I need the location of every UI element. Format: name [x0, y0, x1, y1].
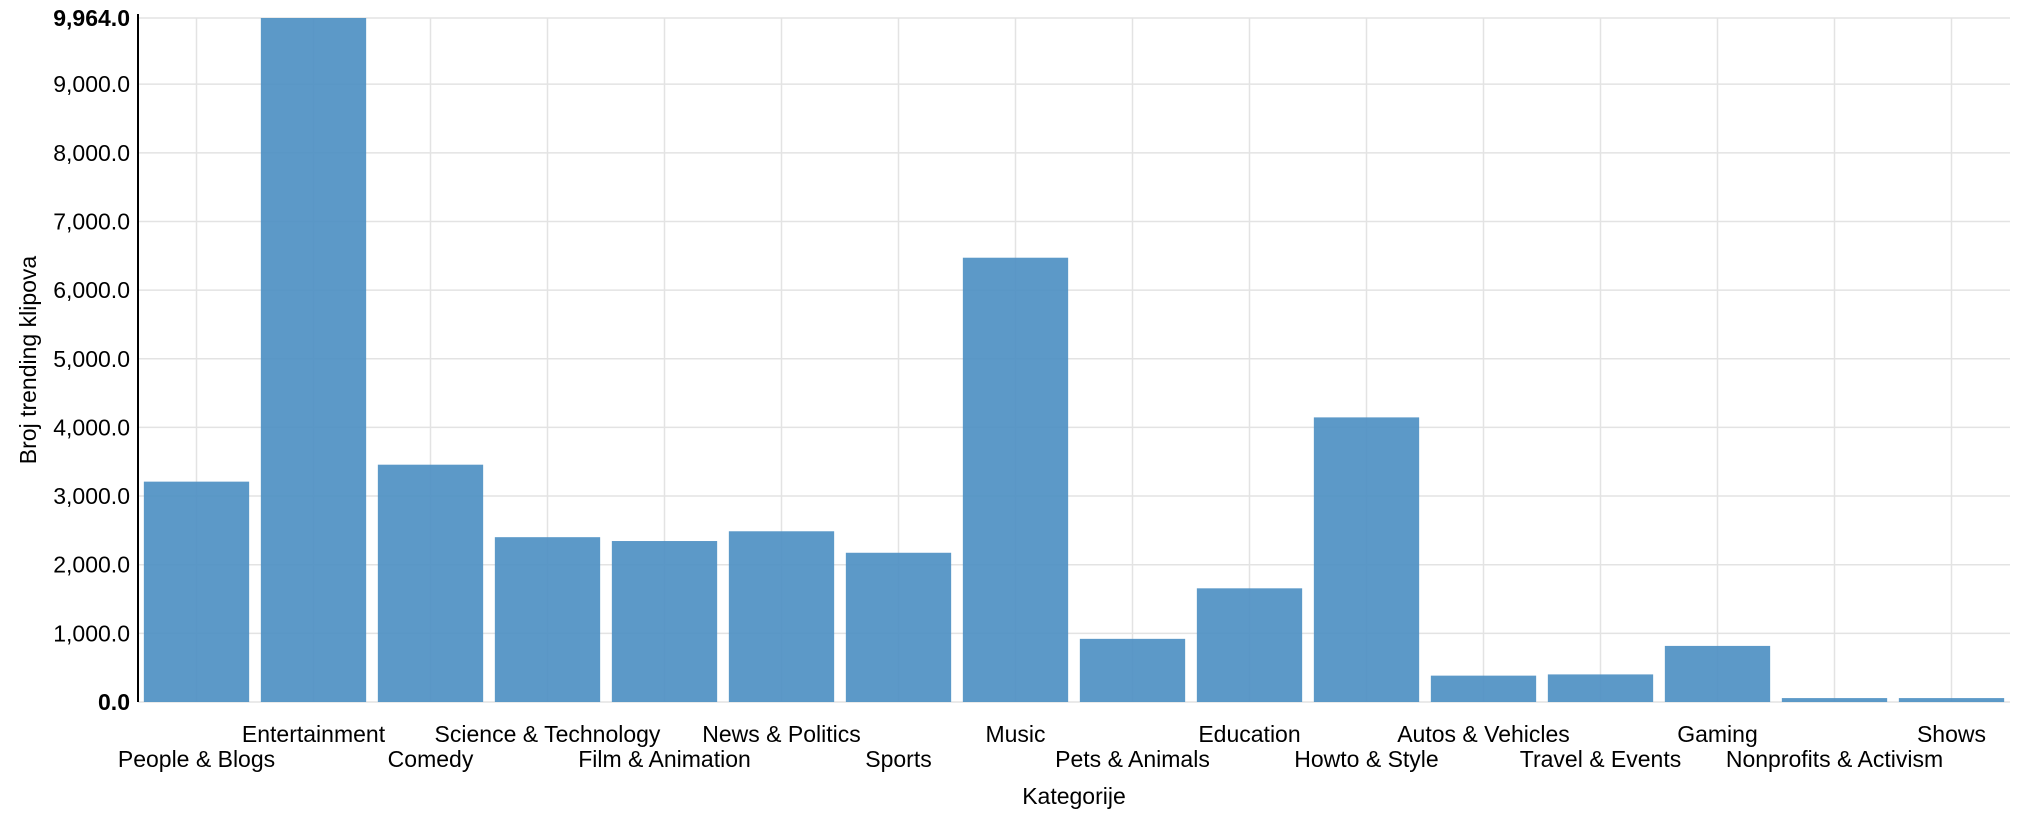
x-tick-label: Travel & Events	[1520, 746, 1681, 772]
x-axis-title: Kategorije	[1022, 783, 1126, 809]
x-tick-label: Autos & Vehicles	[1397, 721, 1570, 747]
bar	[845, 552, 952, 702]
y-tick-label: 7,000.0	[53, 208, 130, 234]
y-tick-label: 1,000.0	[53, 620, 130, 646]
y-tick-label: 0.0	[98, 689, 130, 715]
x-tick-labels: People & BlogsEntertainmentComedyScience…	[118, 721, 1986, 772]
x-tick-label: Gaming	[1677, 721, 1758, 747]
y-axis-title: Broj trending klipova	[15, 256, 41, 465]
bar	[260, 18, 367, 702]
y-tick-label: 8,000.0	[53, 140, 130, 166]
bar-layer	[143, 18, 2005, 702]
bar	[1781, 698, 1888, 702]
y-tick-label: 9,964.0	[53, 5, 130, 31]
bar	[962, 257, 1069, 702]
y-tick-label: 5,000.0	[53, 346, 130, 372]
x-tick-label: Comedy	[388, 746, 474, 772]
x-tick-label: Entertainment	[242, 721, 386, 747]
bar	[1664, 645, 1771, 702]
x-tick-label: People & Blogs	[118, 746, 275, 772]
bar	[1898, 698, 2005, 702]
bar	[1547, 674, 1654, 702]
bar	[728, 531, 835, 702]
x-tick-label: Howto & Style	[1294, 746, 1438, 772]
bar	[377, 464, 484, 702]
bar	[143, 481, 250, 702]
x-tick-label: Science & Technology	[435, 721, 661, 747]
bar	[494, 537, 601, 702]
x-tick-label: Film & Animation	[578, 746, 751, 772]
bar	[1313, 417, 1420, 702]
x-tick-label: Nonprofits & Activism	[1726, 746, 1943, 772]
x-tick-label: Music	[985, 721, 1045, 747]
x-tick-label: News & Politics	[702, 721, 860, 747]
y-tick-label: 3,000.0	[53, 483, 130, 509]
x-tick-label: Education	[1198, 721, 1300, 747]
y-tick-label: 2,000.0	[53, 552, 130, 578]
x-tick-label: Pets & Animals	[1055, 746, 1210, 772]
x-tick-label: Sports	[865, 746, 931, 772]
y-tick-label: 9,000.0	[53, 71, 130, 97]
bar	[1079, 638, 1186, 702]
y-tick-label: 6,000.0	[53, 277, 130, 303]
y-tick-label: 4,000.0	[53, 414, 130, 440]
bar	[611, 541, 718, 702]
x-tick-label: Shows	[1917, 721, 1986, 747]
y-tick-labels: 0.0 1,000.0 2,000.0 3,000.0 4,000.0 5,000.0 6,…	[53, 5, 130, 715]
bar	[1196, 588, 1303, 702]
bar	[1430, 675, 1537, 702]
